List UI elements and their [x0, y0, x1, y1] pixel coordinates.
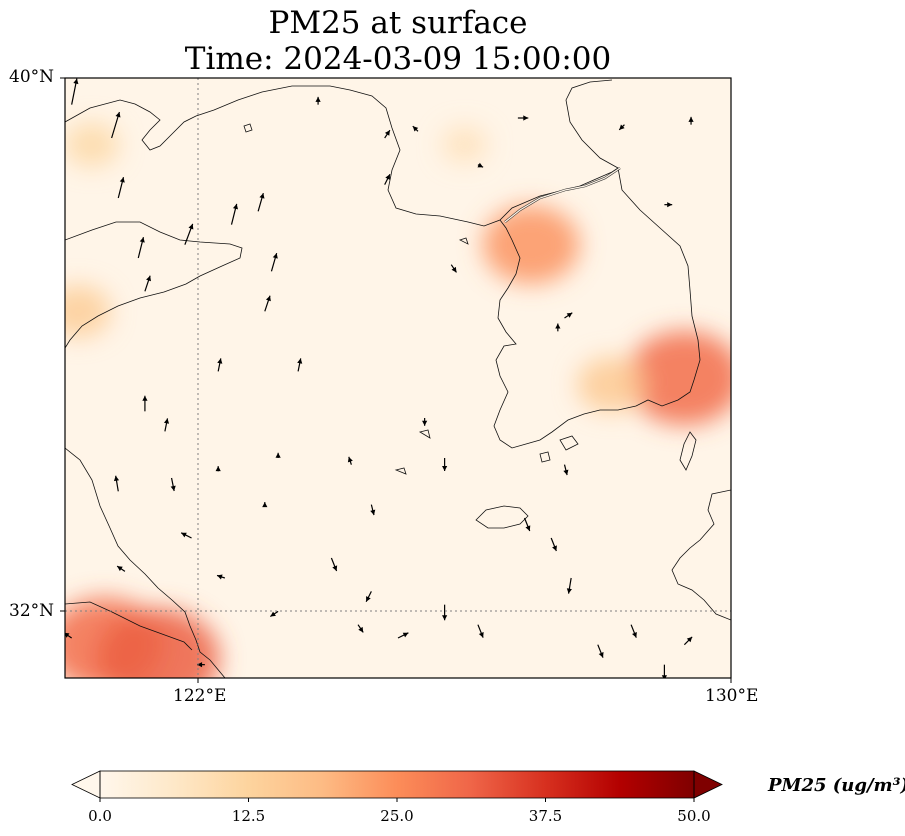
pm25-hotspot: [97, 608, 220, 678]
map-title: PM25 at surface: [268, 5, 528, 41]
wind-arrow: [412, 125, 419, 132]
wind-arrow: [688, 116, 694, 125]
wind-arrow: [384, 173, 391, 185]
wind-arrow: [257, 192, 265, 212]
wind-arrow: [384, 129, 391, 139]
lat-label-32n: 32°N: [9, 601, 55, 621]
wind-arrow: [397, 632, 409, 639]
wind-arrow: [117, 177, 125, 199]
wind-arrow: [144, 275, 152, 292]
wind-arrow: [370, 504, 376, 516]
wind-arrow: [450, 264, 457, 273]
colorbar-tick-1: 12.5: [231, 807, 266, 825]
wind-arrow: [262, 502, 268, 508]
colorbar-tick-3: 37.5: [528, 807, 563, 825]
wind-arrow: [422, 418, 428, 426]
pm25-hotspot: [441, 126, 488, 164]
wind-arrow: [357, 624, 364, 633]
coast-korea-west: [493, 167, 701, 449]
wind-arrow: [683, 636, 693, 646]
wind-arrow: [269, 610, 279, 618]
wind-arrow: [116, 565, 126, 572]
wind-arrow: [365, 591, 372, 603]
wind-arrow: [550, 537, 557, 552]
pm25-hotspot: [577, 357, 646, 413]
wind-arrow: [113, 475, 120, 492]
lon-label-122e: 122°E: [173, 686, 227, 706]
colorbar-extend-min: [71, 770, 101, 799]
coast-tsushima: [679, 431, 697, 471]
wind-arrow: [618, 124, 625, 131]
colorbar-gradient: [100, 771, 694, 798]
wind-arrow: [217, 358, 223, 372]
coast-korea-east: [565, 79, 619, 169]
wind-arrow: [564, 312, 573, 319]
wind-arrow: [297, 358, 303, 372]
pm25-hotspot: [626, 331, 731, 425]
wind-arrow: [216, 574, 226, 580]
wind-arrow: [375, 678, 380, 691]
wind-arrow: [664, 202, 673, 208]
wind-arrow: [517, 115, 529, 121]
wind-arrow: [330, 557, 338, 572]
colorbar-tick-0: 0.0: [88, 807, 112, 825]
lat-label-40n: 40°N: [9, 67, 55, 87]
map-subtitle-time: Time: 2024-03-09 15:00:00: [184, 41, 612, 77]
pm25-field: [65, 122, 731, 678]
wind-arrow: [264, 295, 271, 312]
colorbar-tick-4: 50.0: [677, 807, 711, 825]
colorbar-extend-max: [693, 770, 723, 799]
wind-arrow: [523, 517, 531, 532]
wind-arrow: [477, 162, 484, 168]
wind-vectors: [65, 78, 694, 691]
wind-arrow: [170, 477, 176, 492]
wind-arrow: [137, 237, 145, 259]
wind-arrow: [270, 252, 278, 272]
wind-arrow: [563, 464, 569, 476]
pm25-hotspot: [482, 205, 580, 284]
wind-arrow: [442, 458, 448, 471]
wind-arrow: [180, 532, 192, 539]
coastlines: [65, 79, 731, 678]
coast-yangtze-estuary: [65, 601, 193, 651]
coast-china-east: [65, 447, 226, 678]
coast-jeju: [475, 505, 529, 529]
colorbar-tick-2: 25.0: [380, 807, 414, 825]
wind-arrow: [275, 452, 281, 458]
coast-shandong: [65, 221, 243, 349]
lon-label-130e: 130°E: [705, 686, 759, 706]
map-frame: [64, 77, 732, 679]
wind-arrow: [566, 577, 572, 594]
coast-japan: [671, 489, 731, 621]
colorbar: [71, 770, 723, 802]
wind-arrow: [184, 223, 194, 245]
pm25-hotspot: [65, 285, 111, 338]
wind-arrow: [630, 624, 637, 638]
wind-arrow: [347, 456, 353, 465]
wind-arrow: [555, 323, 561, 332]
wind-arrow: [230, 203, 239, 225]
wind-arrow: [163, 418, 170, 432]
wind-arrow: [142, 395, 148, 412]
wind-arrow: [442, 604, 448, 621]
wind-arrow: [315, 96, 321, 105]
wind-arrow: [111, 111, 121, 139]
wind-arrow: [71, 78, 79, 105]
coast-liaodong: [65, 85, 619, 227]
wind-arrow: [215, 466, 221, 472]
colorbar-label: PM25 (ug/m³): [768, 775, 905, 796]
wind-arrow: [597, 644, 604, 658]
pm25-hotspot: [65, 122, 120, 167]
wind-arrow: [477, 624, 484, 638]
